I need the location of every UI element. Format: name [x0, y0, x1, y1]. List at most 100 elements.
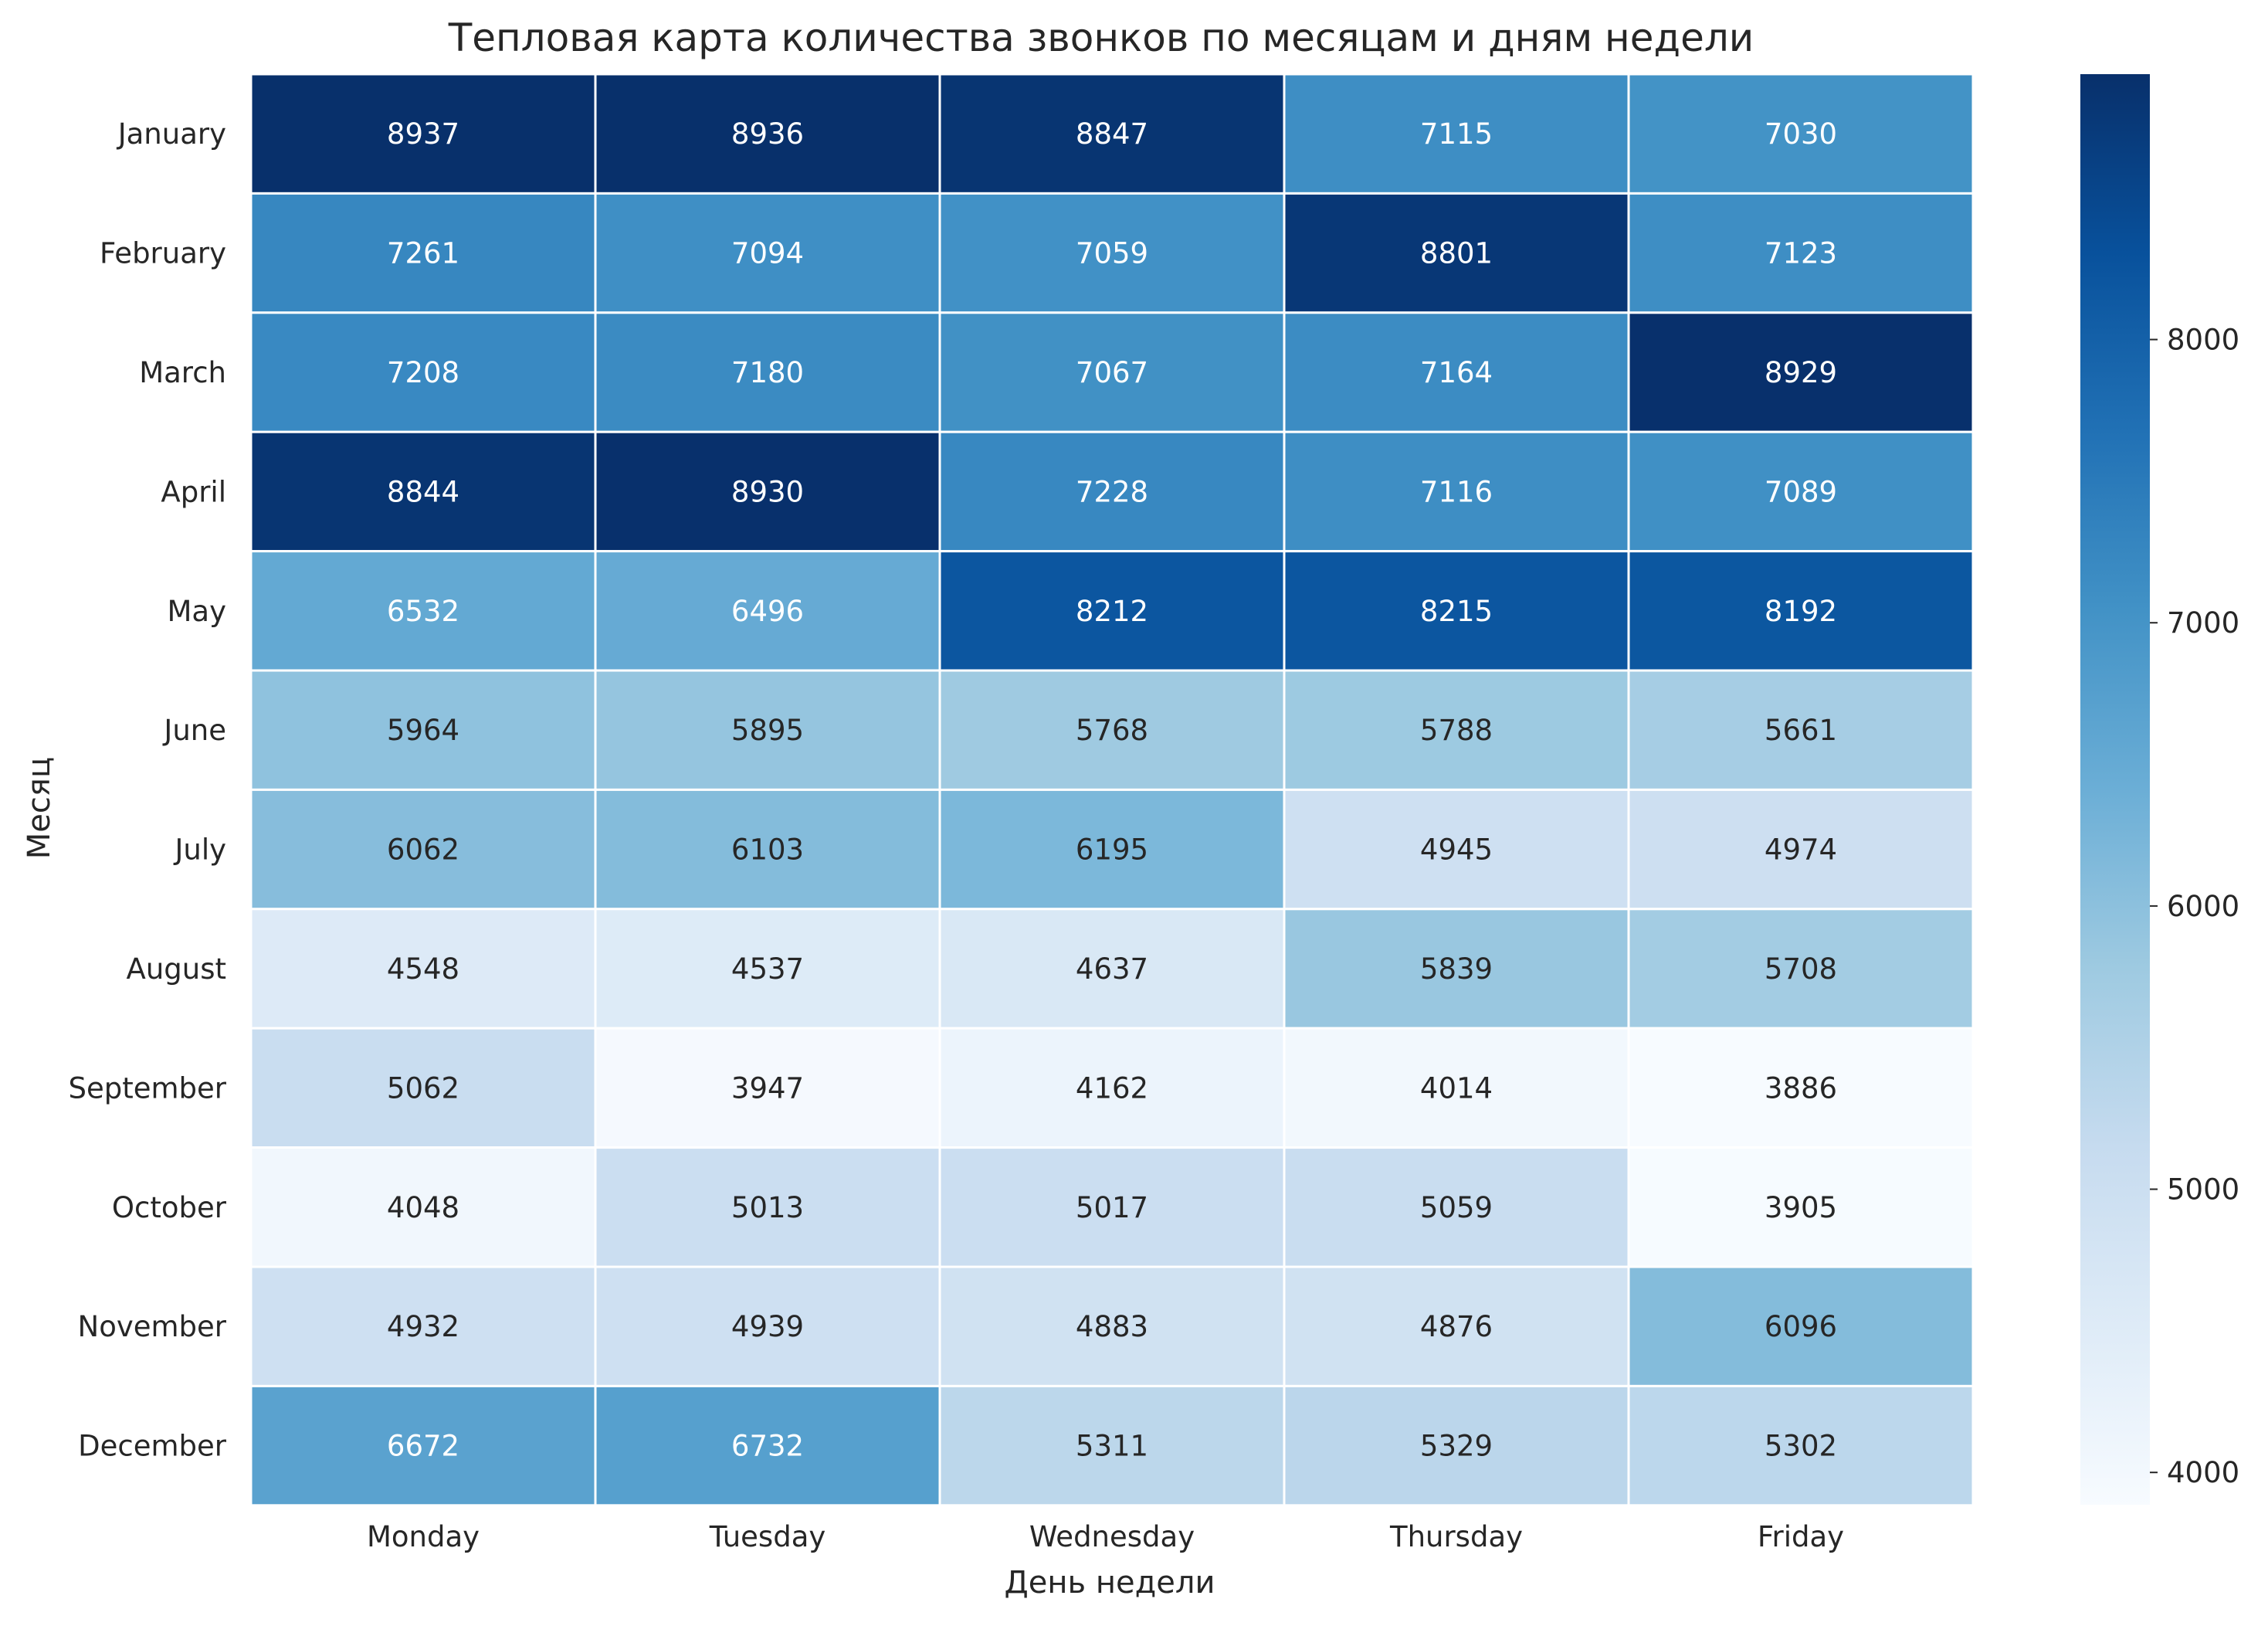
heatmap-cell — [938, 192, 1286, 314]
heatmap-cell-value: 5329 — [1420, 1430, 1493, 1463]
y-tick-label: June — [162, 714, 226, 747]
heatmap-cell-value: 7180 — [731, 356, 804, 389]
heatmap-cell — [249, 430, 597, 553]
y-tick-label: February — [100, 237, 226, 270]
heatmap-cell — [1627, 1146, 1975, 1268]
heatmap-cell — [1627, 1265, 1975, 1387]
heatmap-cell-value: 5964 — [387, 714, 459, 747]
heatmap-cell — [938, 1027, 1286, 1149]
heatmap-cell-value: 5017 — [1076, 1191, 1148, 1224]
x-tick-label: Friday — [1758, 1520, 1844, 1553]
heatmap-cell-value: 8844 — [387, 475, 459, 508]
heatmap-cell-value: 6732 — [731, 1430, 804, 1463]
heatmap-cell-value: 7123 — [1765, 237, 1837, 270]
heatmap-cell — [249, 1384, 597, 1507]
x-tick-label: Monday — [367, 1520, 480, 1553]
heatmap-cell — [938, 1384, 1286, 1507]
heatmap-cell-value: 7261 — [387, 237, 459, 270]
colorbar-ticks: 4000 5000 6000 7000 8000 — [2150, 324, 2239, 1489]
heatmap-cell-value: 5013 — [731, 1191, 804, 1224]
heatmap-cell-value: 3886 — [1765, 1071, 1837, 1105]
heatmap-cell — [938, 311, 1286, 433]
heatmap-cell — [1283, 908, 1630, 1030]
heatmap-cell-value: 7030 — [1765, 117, 1837, 151]
heatmap-cell — [1283, 1027, 1630, 1149]
heatmap-cell-value: 8936 — [731, 117, 804, 151]
heatmap-cell-value: 6195 — [1076, 833, 1148, 867]
heatmap-cell-value: 7067 — [1076, 356, 1148, 389]
heatmap-cell-value: 8192 — [1765, 595, 1837, 628]
x-tick-label: Wednesday — [1029, 1520, 1195, 1553]
heatmap-cell-value: 6532 — [387, 595, 459, 628]
heatmap-cell-value: 7089 — [1765, 475, 1837, 508]
heatmap-cell-value: 5059 — [1420, 1191, 1493, 1224]
y-tick-label: January — [117, 117, 226, 151]
heatmap-cell-value: 5708 — [1765, 952, 1837, 986]
heatmap-cell-value: 4939 — [731, 1310, 804, 1343]
y-tick-label: July — [173, 833, 226, 867]
heatmap-cell-value: 6103 — [731, 833, 804, 867]
x-tick-label: Thursday — [1389, 1520, 1523, 1553]
heatmap-cell-value: 4883 — [1076, 1310, 1148, 1343]
heatmap-cell-value: 8937 — [387, 117, 459, 151]
heatmap-cell-value: 4876 — [1420, 1310, 1493, 1343]
heatmap-cell-value: 5788 — [1420, 714, 1493, 747]
colorbar-tick-label: 4000 — [2167, 1456, 2239, 1489]
heatmap-cell — [249, 788, 597, 911]
heatmap-cell — [1283, 192, 1630, 314]
heatmap-cell — [249, 73, 597, 195]
heatmap-cell — [249, 908, 597, 1030]
heatmap-cell — [1627, 192, 1975, 314]
heatmap-cell — [1627, 550, 1975, 672]
heatmap-cell — [1627, 1384, 1975, 1507]
heatmap-cell-value: 4014 — [1420, 1071, 1493, 1105]
heatmap-cell-labels: 8937 8936 8847 7115 7030 7261 7094 7059 8801 7123… — [387, 117, 1837, 1462]
heatmap-cell — [249, 1146, 597, 1268]
heatmap-cell — [249, 550, 597, 672]
heatmap-cell-value: 6672 — [387, 1430, 459, 1463]
heatmap-cell-value: 5839 — [1420, 952, 1493, 986]
x-axis-label: День недели — [1005, 1565, 1215, 1601]
y-tick-label: October — [112, 1191, 227, 1224]
heatmap-cell — [594, 550, 941, 672]
heatmap-cell-value: 5661 — [1765, 714, 1837, 747]
y-tick-label: August — [127, 952, 226, 986]
heatmap-cell — [249, 669, 597, 791]
y-axis-label: Месяц — [22, 757, 57, 859]
heatmap-cell — [249, 1027, 597, 1149]
heatmap-cell-value: 8215 — [1420, 595, 1493, 628]
heatmap-cell — [938, 908, 1286, 1030]
heatmap-cell-value: 6096 — [1765, 1310, 1837, 1343]
heatmap-cell — [594, 1384, 941, 1507]
heatmap-cell — [1627, 311, 1975, 433]
heatmap-cell-value: 3947 — [731, 1071, 804, 1105]
colorbar-tick-label: 5000 — [2167, 1173, 2239, 1207]
heatmap-cell — [249, 1265, 597, 1387]
heatmap-cell-value: 5768 — [1076, 714, 1148, 747]
colorbar-tick-label: 6000 — [2167, 890, 2239, 923]
y-tick-label: November — [78, 1310, 227, 1343]
heatmap-cell — [1283, 669, 1630, 791]
heatmap-cell — [938, 1146, 1286, 1268]
heatmap-cell — [1283, 311, 1630, 433]
heatmap-cell — [594, 1265, 941, 1387]
heatmap-cell — [594, 311, 941, 433]
heatmap-cell-value: 5302 — [1765, 1430, 1837, 1463]
heatmap-cell — [594, 430, 941, 553]
heatmap-cell-value: 4537 — [731, 952, 804, 986]
heatmap-cells — [249, 73, 1975, 1507]
heatmap-cell — [1283, 1384, 1630, 1507]
heatmap-cell — [594, 73, 941, 195]
heatmap-cell — [594, 1146, 941, 1268]
heatmap-cell-value: 3905 — [1765, 1191, 1837, 1224]
heatmap-cell-value: 8930 — [731, 475, 804, 508]
heatmap-cell — [1283, 1265, 1630, 1387]
y-tick-label: May — [168, 595, 227, 628]
heatmap-cell — [594, 192, 941, 314]
heatmap-cell-value: 7228 — [1076, 475, 1148, 508]
chart-title: Тепловая карта количества звонков по мес… — [448, 15, 1754, 60]
heatmap-cell — [1283, 430, 1630, 553]
heatmap-cell-value: 5062 — [387, 1071, 459, 1105]
heatmap-cell-value: 7115 — [1420, 117, 1493, 151]
